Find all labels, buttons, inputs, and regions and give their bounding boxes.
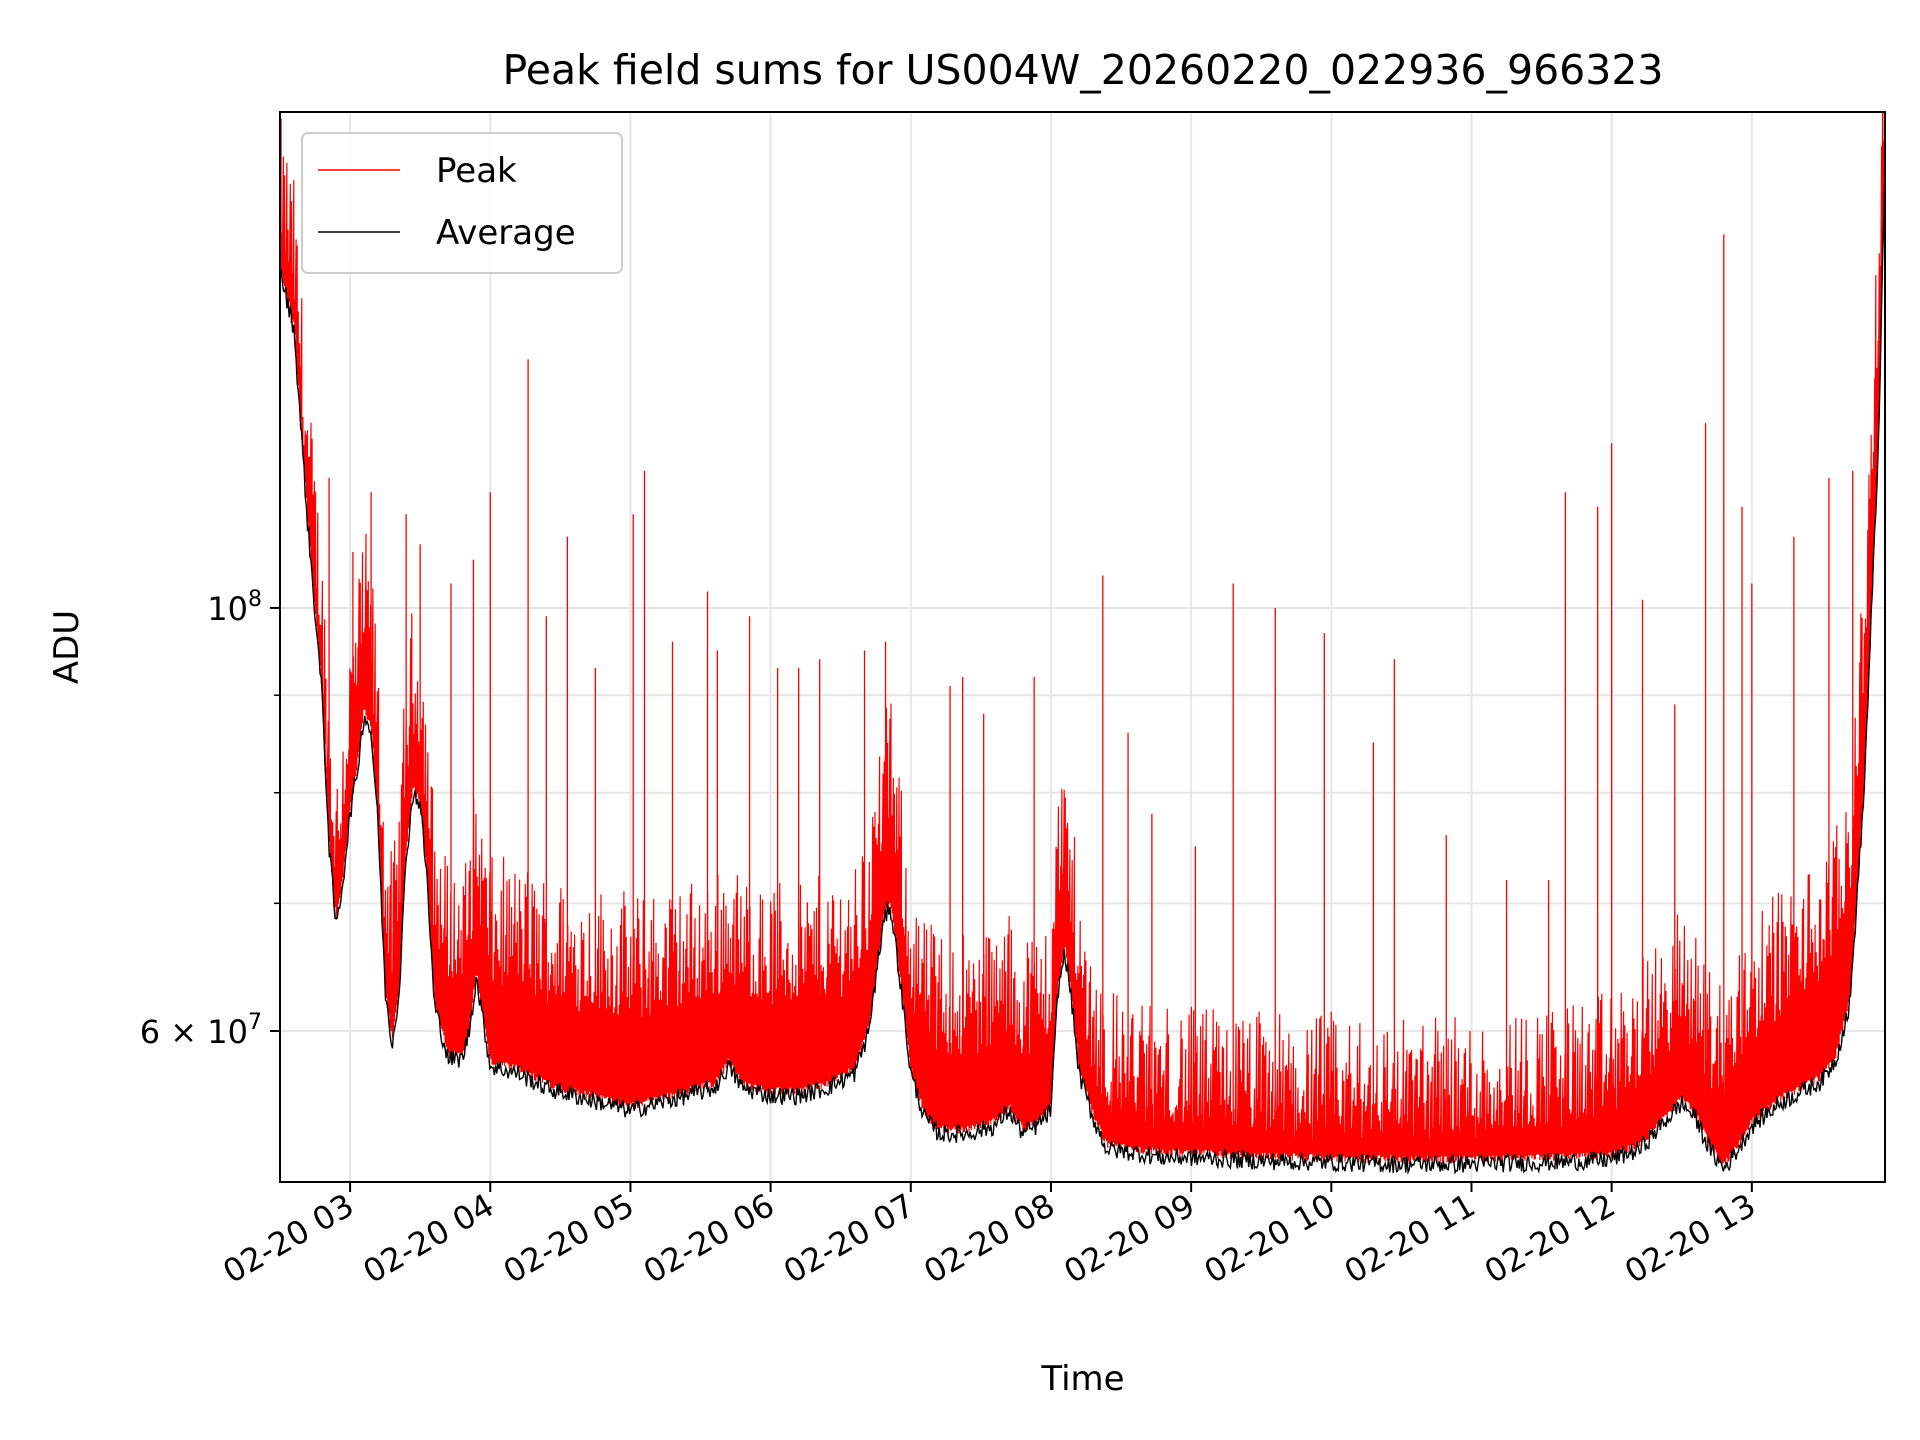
- chart-title: Peak field sums for US004W_20260220_0229…: [502, 46, 1663, 94]
- x-axis-label: Time: [1040, 1359, 1124, 1399]
- legend: Peak Average: [301, 132, 623, 274]
- y-axis-label: ADU: [47, 610, 87, 684]
- y-tick-label-exponent: 7: [248, 1010, 262, 1035]
- peak-series-line: [280, 112, 1885, 1166]
- average-series-line: [280, 164, 1885, 1175]
- legend-box: [301, 132, 623, 274]
- axes-frame: [279, 111, 1886, 1183]
- legend-label-peak: Peak: [436, 151, 517, 191]
- legend-label-average: Average: [436, 213, 576, 253]
- y-tick-label-exponent: 8: [248, 587, 262, 612]
- y-tick-label: 6 × 107: [140, 1010, 262, 1051]
- y-tick-label-base: 6 × 10: [140, 1013, 248, 1051]
- plot-area: [280, 112, 1885, 1175]
- y-tick-label-base: 10: [207, 590, 248, 628]
- y-tick-label: 108: [207, 587, 262, 628]
